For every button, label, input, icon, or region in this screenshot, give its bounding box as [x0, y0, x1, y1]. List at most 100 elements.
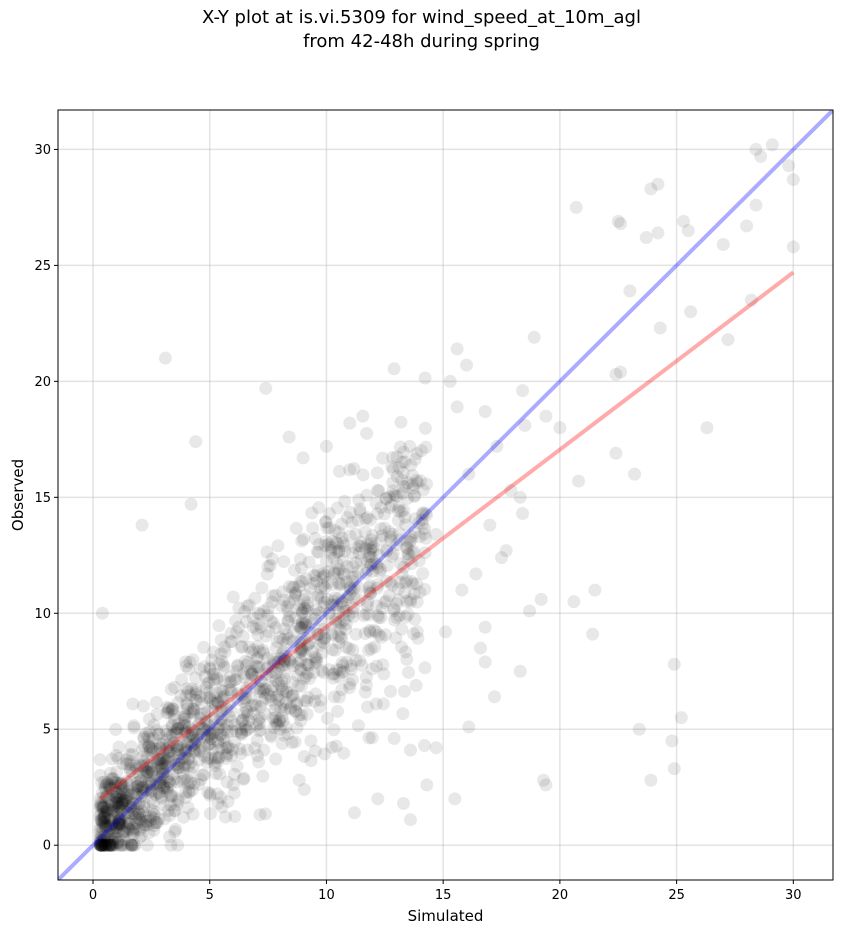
data-point	[223, 675, 237, 689]
data-point	[190, 732, 204, 746]
data-point	[361, 563, 375, 577]
data-point	[569, 200, 583, 214]
data-point	[407, 489, 421, 503]
data-point	[130, 787, 144, 801]
data-point	[374, 533, 388, 547]
data-point	[307, 612, 321, 626]
data-point	[337, 613, 351, 627]
data-point	[108, 779, 122, 793]
data-point	[158, 812, 172, 826]
data-point	[251, 639, 265, 653]
data-point	[132, 811, 146, 825]
data-point	[238, 605, 252, 619]
data-point	[95, 828, 109, 842]
data-point	[339, 617, 353, 631]
data-point	[534, 592, 548, 606]
data-point	[112, 817, 126, 831]
data-point	[94, 813, 108, 827]
data-point	[302, 658, 316, 672]
data-point	[403, 535, 417, 549]
data-point	[162, 737, 176, 751]
data-point	[281, 604, 295, 618]
data-point	[151, 728, 165, 742]
data-point	[109, 798, 123, 812]
data-point	[192, 777, 206, 791]
data-point	[318, 568, 332, 582]
data-point	[495, 551, 509, 565]
data-point	[147, 804, 161, 818]
data-point	[354, 553, 368, 567]
data-point	[98, 780, 112, 794]
data-point	[310, 651, 324, 665]
data-point	[274, 679, 288, 693]
data-point	[346, 570, 360, 584]
data-point	[398, 586, 412, 600]
data-point	[295, 641, 309, 655]
identity-line	[58, 110, 833, 880]
data-point	[144, 766, 158, 780]
data-point	[127, 719, 141, 733]
data-point	[144, 759, 158, 773]
data-point	[111, 825, 125, 839]
data-point	[120, 788, 134, 802]
data-point	[98, 838, 112, 852]
data-point	[272, 676, 286, 690]
data-point	[416, 506, 430, 520]
data-point	[97, 811, 111, 825]
data-point	[266, 653, 280, 667]
data-point	[243, 721, 257, 735]
data-point	[117, 794, 131, 808]
data-point	[179, 744, 193, 758]
data-point	[247, 664, 261, 678]
data-point	[349, 653, 363, 667]
data-point	[429, 527, 443, 541]
data-point	[262, 625, 276, 639]
data-point	[358, 512, 372, 526]
x-tick-label: 15	[435, 888, 452, 903]
data-point	[195, 721, 209, 735]
data-point	[97, 790, 111, 804]
data-point	[93, 836, 107, 850]
data-point	[165, 718, 179, 732]
data-point	[179, 655, 193, 669]
data-point	[337, 665, 351, 679]
data-point	[195, 727, 209, 741]
data-point	[253, 808, 267, 822]
data-point	[222, 709, 236, 723]
data-point	[125, 838, 139, 852]
data-point	[228, 810, 242, 824]
data-point	[99, 819, 113, 833]
data-point	[208, 756, 222, 770]
data-point	[364, 541, 378, 555]
data-point	[443, 374, 457, 388]
data-point	[186, 807, 200, 821]
data-point	[413, 530, 427, 544]
data-point	[144, 762, 158, 776]
data-point	[107, 817, 121, 831]
data-point	[137, 732, 151, 746]
data-point	[103, 782, 117, 796]
data-point	[418, 522, 432, 536]
data-point	[140, 764, 154, 778]
data-point	[202, 685, 216, 699]
data-point	[147, 718, 161, 732]
data-point	[112, 812, 126, 826]
data-point	[134, 813, 148, 827]
data-point	[200, 714, 214, 728]
data-point	[170, 725, 184, 739]
data-point	[110, 796, 124, 810]
data-point	[394, 505, 408, 519]
data-point	[111, 835, 125, 849]
data-point	[272, 661, 286, 675]
data-point	[235, 639, 249, 653]
data-point	[93, 838, 107, 852]
data-point	[399, 518, 413, 532]
data-point	[360, 598, 374, 612]
data-point	[261, 651, 275, 665]
data-point	[113, 817, 127, 831]
data-point	[317, 600, 331, 614]
data-point	[118, 808, 132, 822]
data-point	[269, 666, 283, 680]
data-point	[146, 744, 160, 758]
data-point	[97, 799, 111, 813]
